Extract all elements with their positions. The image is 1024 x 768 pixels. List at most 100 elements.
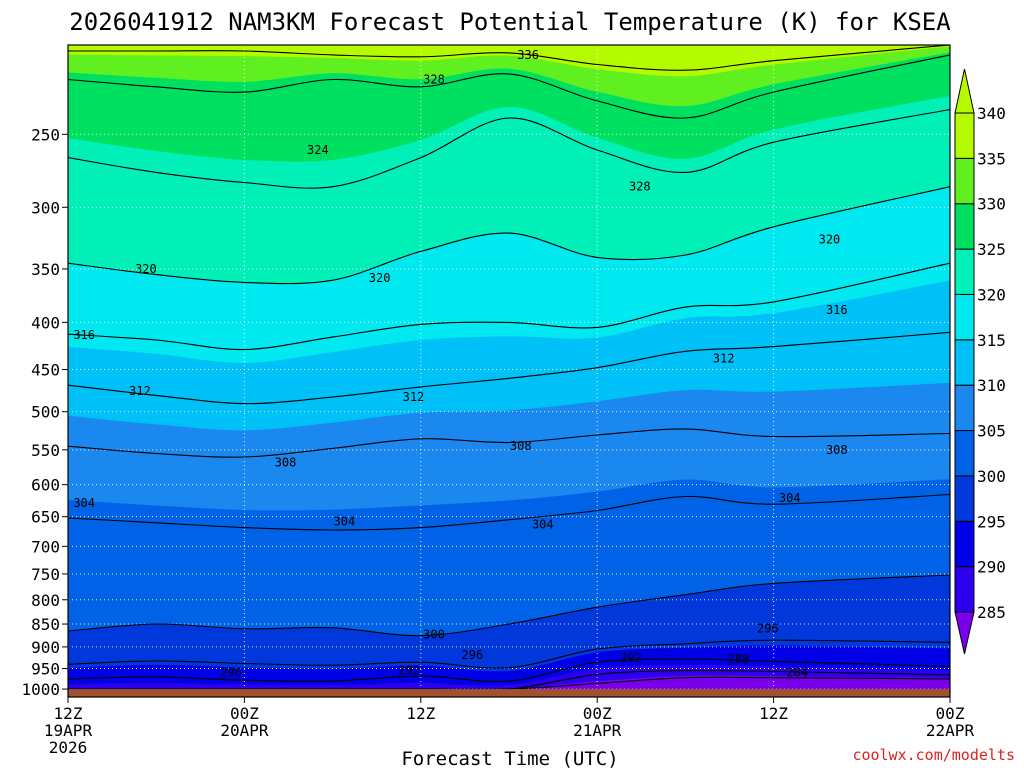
colorbar-cap-high	[954, 68, 975, 114]
y-tick-label-650: 650	[31, 508, 60, 527]
contour-label-292: 292	[398, 664, 420, 678]
x-tick-line: 12Z	[406, 704, 435, 723]
y-tick-label-350: 350	[31, 260, 60, 279]
y-tick-label-750: 750	[31, 565, 60, 584]
colorbar: 285 290 295 300 305 310 315 320 325 330 335 340	[954, 68, 1006, 655]
contour-label-296: 296	[757, 622, 779, 636]
contour-label-304: 304	[532, 518, 554, 532]
isentrope-336	[68, 45, 950, 71]
contour-label-324: 324	[307, 143, 329, 157]
contour-label-304: 304	[73, 496, 95, 510]
y-tick-label-500: 500	[31, 403, 60, 422]
isentrope-308	[68, 428, 950, 458]
x-tick-line: 19APR	[44, 721, 93, 740]
isentrope-304	[68, 493, 950, 531]
credit-label: coolwx.com/modelts	[852, 746, 1015, 764]
y-tick-label-250: 250	[31, 125, 60, 144]
contour-label-308: 308	[510, 439, 532, 453]
gridlines	[68, 45, 950, 697]
plot-frame	[67, 44, 951, 698]
y-tick-label-600: 600	[31, 476, 60, 495]
contour-label-320: 320	[135, 262, 157, 276]
x-tick-label-36: 00Z 21APR	[573, 704, 622, 740]
contour-label-316: 316	[73, 328, 95, 342]
contour-labels: 336 328 324 328 320 320 320 316 316 312 312 312 308 3…	[73, 48, 847, 680]
colorbar-label-305: 305	[977, 422, 1006, 441]
colorbar-swatch-335	[954, 112, 975, 159]
contour-label-320: 320	[369, 271, 391, 285]
x-tick-label-12: 00Z 20APR	[220, 704, 269, 740]
y-tick-label-900: 900	[31, 638, 60, 657]
contour-label-312: 312	[129, 384, 151, 398]
y-tick-label-800: 800	[31, 591, 60, 610]
contour-label-300: 300	[423, 628, 445, 642]
contour-label-304: 304	[334, 515, 356, 529]
contour-label-284: 284	[786, 666, 808, 680]
x-tick-line: 00Z	[936, 704, 965, 723]
colorbar-swatch-300	[954, 430, 975, 477]
isentrope-328	[68, 54, 950, 119]
x-tick-line: 2026	[49, 738, 88, 757]
isentrope-324	[68, 108, 950, 189]
colorbar-label-340: 340	[977, 104, 1006, 123]
colorbar-swatch-325	[954, 203, 975, 250]
chart-title: 2026041912 NAM3KM Forecast Potential Tem…	[69, 8, 951, 36]
contour-label-304: 304	[779, 491, 801, 505]
colorbar-swatch-305	[954, 384, 975, 432]
contour-label-328: 328	[629, 180, 651, 194]
isentrope-296	[68, 639, 950, 669]
colorbar-label-295: 295	[977, 512, 1006, 531]
contour-label-308: 308	[275, 456, 297, 470]
x-tick-line: 00Z	[230, 704, 259, 723]
isentrope-316	[68, 262, 950, 351]
colorbar-label-330: 330	[977, 195, 1006, 214]
x-tick-line: 00Z	[583, 704, 612, 723]
colorbar-swatch-290	[954, 520, 975, 568]
colorbar-label-300: 300	[977, 467, 1006, 486]
contour-label-312: 312	[403, 390, 425, 404]
colorbar-swatch-320	[954, 248, 975, 295]
contour-label-320: 320	[819, 232, 841, 246]
y-tick-label-950: 950	[31, 660, 60, 679]
theta-bands	[68, 45, 950, 697]
y-axis: 250 300 350 400 450 500 550 600 650 700 750 800 850 9…	[21, 125, 68, 699]
isentrope-312	[68, 331, 950, 405]
contour-label-296: 296	[461, 648, 483, 662]
x-tick-label-0: 12Z 19APR 2026	[44, 704, 93, 757]
plot-area: 336 328 324 328 320 320 320 316 316 312 312 312 308 3…	[68, 45, 950, 697]
colorbar-swatch-330	[954, 157, 975, 205]
isentrope-292	[68, 658, 950, 682]
contour-label-312: 312	[713, 352, 735, 366]
contour-label-308: 308	[826, 443, 848, 457]
x-tick-line: 20APR	[220, 721, 269, 740]
isentrope-300	[68, 574, 950, 637]
colorbar-label-285: 285	[977, 603, 1006, 622]
y-tick-label-850: 850	[31, 615, 60, 634]
x-tick-line: 22APR	[926, 721, 975, 740]
x-axis-label: Forecast Time (UTC)	[401, 748, 618, 768]
x-tick-label-48: 12Z	[759, 704, 788, 723]
colorbar-swatch-295	[954, 475, 975, 522]
colorbar-swatch-315	[954, 293, 975, 341]
y-tick-label-700: 700	[31, 537, 60, 556]
x-tick-label-60: 00Z 22APR	[926, 704, 975, 740]
colorbar-swatch-285	[954, 566, 975, 613]
contour-label-316: 316	[826, 303, 848, 317]
colorbar-swatch-310	[954, 339, 975, 386]
y-tick-label-550: 550	[31, 441, 60, 460]
contour-label-328: 328	[423, 72, 445, 86]
isentropes	[68, 45, 950, 691]
x-tick-line: 12Z	[759, 704, 788, 723]
y-tick-label-1000: 1000	[21, 680, 60, 699]
x-tick-line: 12Z	[54, 704, 83, 723]
y-tick-label-300: 300	[31, 198, 60, 217]
x-tick-label-24: 12Z	[406, 704, 435, 723]
ground-surface	[68, 689, 950, 697]
colorbar-label-335: 335	[977, 149, 1006, 168]
x-tick-line: 21APR	[573, 721, 622, 740]
y-tick-label-450: 450	[31, 361, 60, 380]
colorbar-label-310: 310	[977, 376, 1006, 395]
isentrope-320	[68, 186, 950, 285]
